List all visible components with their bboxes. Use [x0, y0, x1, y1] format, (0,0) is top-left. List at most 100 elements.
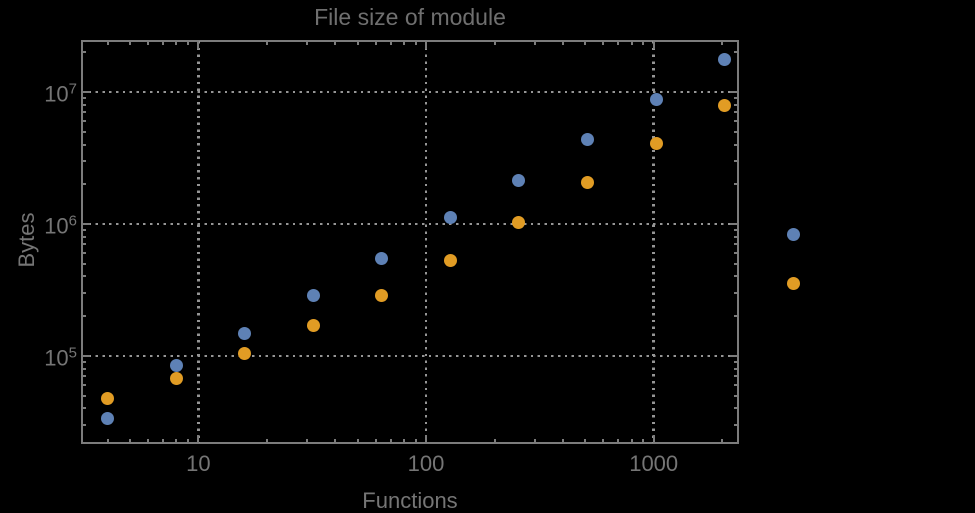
x-minor-tick: [265, 40, 268, 45]
x-minor-tick: [146, 40, 149, 45]
x-minor-tick: [306, 439, 308, 444]
y-tick-label: 107: [44, 80, 77, 107]
y-minor-tick: [734, 407, 739, 410]
x-major-tick: [652, 40, 655, 49]
data-point-series-blue: [101, 412, 115, 426]
data-point-series-blue: [443, 211, 457, 225]
y-minor-tick: [81, 394, 86, 397]
y-minor-tick: [81, 143, 86, 146]
x-minor-tick: [334, 40, 337, 45]
y-major-tick: [730, 91, 739, 94]
x-minor-tick: [175, 40, 178, 45]
x-major-tick: [197, 40, 200, 49]
x-minor-tick: [602, 439, 605, 444]
x-minor-tick: [389, 40, 392, 45]
y-minor-tick: [734, 143, 739, 146]
y-tick-exponent: 6: [68, 212, 77, 230]
x-minor-tick: [414, 439, 417, 444]
y-minor-tick: [81, 130, 86, 133]
x-minor-tick: [493, 439, 496, 444]
x-minor-tick: [402, 439, 405, 444]
y-minor-tick: [734, 111, 739, 114]
x-gridline: [424, 41, 428, 443]
x-minor-tick: [630, 40, 633, 45]
plot-title: File size of module: [314, 4, 506, 30]
x-major-tick: [652, 435, 655, 444]
x-tick-label: 10: [186, 451, 211, 476]
y-minor-tick: [734, 51, 739, 54]
y-axis-label: Bytes: [14, 212, 39, 268]
x-minor-tick: [334, 439, 337, 444]
y-gridline: [82, 222, 738, 226]
data-point-series-blue: [786, 228, 800, 242]
x-minor-tick: [602, 40, 605, 45]
y-tick-label: 105: [44, 344, 77, 371]
x-minor-tick: [356, 40, 359, 45]
data-point-series-blue: [649, 92, 663, 106]
data-point-series-orange: [169, 371, 183, 385]
y-minor-tick: [734, 360, 739, 363]
x-minor-tick: [414, 40, 417, 45]
y-major-tick: [81, 222, 90, 225]
y-minor-tick: [81, 103, 86, 106]
y-major-tick: [81, 354, 90, 357]
y-minor-tick: [81, 51, 86, 54]
data-point-series-orange: [101, 392, 115, 406]
data-point-series-orange: [718, 98, 732, 112]
data-point-series-blue: [238, 326, 252, 340]
y-minor-tick: [734, 243, 739, 246]
x-minor-tick: [562, 439, 565, 444]
x-minor-tick: [128, 40, 131, 45]
y-minor-tick: [734, 183, 739, 186]
x-minor-tick: [562, 40, 565, 45]
y-minor-tick: [734, 275, 739, 278]
y-minor-tick: [81, 360, 86, 363]
x-minor-tick: [617, 439, 620, 444]
y-minor-tick: [81, 235, 86, 238]
y-minor-tick: [81, 375, 86, 378]
x-minor-tick: [106, 40, 109, 45]
x-minor-tick: [584, 439, 587, 444]
y-minor-tick: [734, 120, 739, 123]
y-minor-tick: [734, 97, 739, 100]
x-minor-tick: [374, 40, 377, 45]
y-minor-tick: [734, 229, 739, 232]
data-point-series-orange: [581, 176, 594, 190]
data-point-series-blue: [718, 53, 732, 67]
y-minor-tick: [734, 130, 739, 133]
y-minor-tick: [81, 367, 86, 370]
y-minor-tick: [81, 97, 86, 100]
x-minor-tick: [493, 40, 496, 45]
x-gridline: [197, 41, 200, 443]
data-point-series-blue: [306, 289, 320, 303]
data-point-series-blue: [169, 359, 183, 373]
y-minor-tick: [81, 183, 86, 186]
data-point-series-orange: [443, 253, 457, 267]
y-minor-tick: [734, 235, 739, 238]
x-minor-tick: [146, 439, 149, 444]
x-minor-tick: [186, 439, 189, 444]
y-minor-tick: [81, 111, 86, 114]
x-gridline: [652, 41, 655, 443]
y-minor-tick: [81, 160, 86, 163]
data-point-series-blue: [512, 173, 526, 187]
x-minor-tick: [584, 40, 587, 45]
y-minor-tick: [734, 160, 739, 163]
y-minor-tick: [81, 243, 86, 246]
y-minor-tick: [81, 384, 86, 387]
y-gridline: [82, 90, 738, 94]
data-point-series-orange: [649, 137, 663, 151]
x-tick-label: 1000: [629, 451, 679, 476]
x-minor-tick: [533, 40, 536, 45]
y-minor-tick: [81, 291, 86, 294]
plot-frame: [81, 40, 739, 444]
y-minor-tick: [734, 252, 739, 255]
y-minor-tick: [81, 423, 86, 426]
x-minor-tick: [642, 439, 645, 444]
x-minor-tick: [175, 439, 178, 444]
data-point-series-orange: [512, 216, 526, 230]
x-minor-tick: [642, 40, 645, 45]
x-minor-tick: [106, 439, 109, 444]
x-minor-tick: [186, 40, 189, 45]
